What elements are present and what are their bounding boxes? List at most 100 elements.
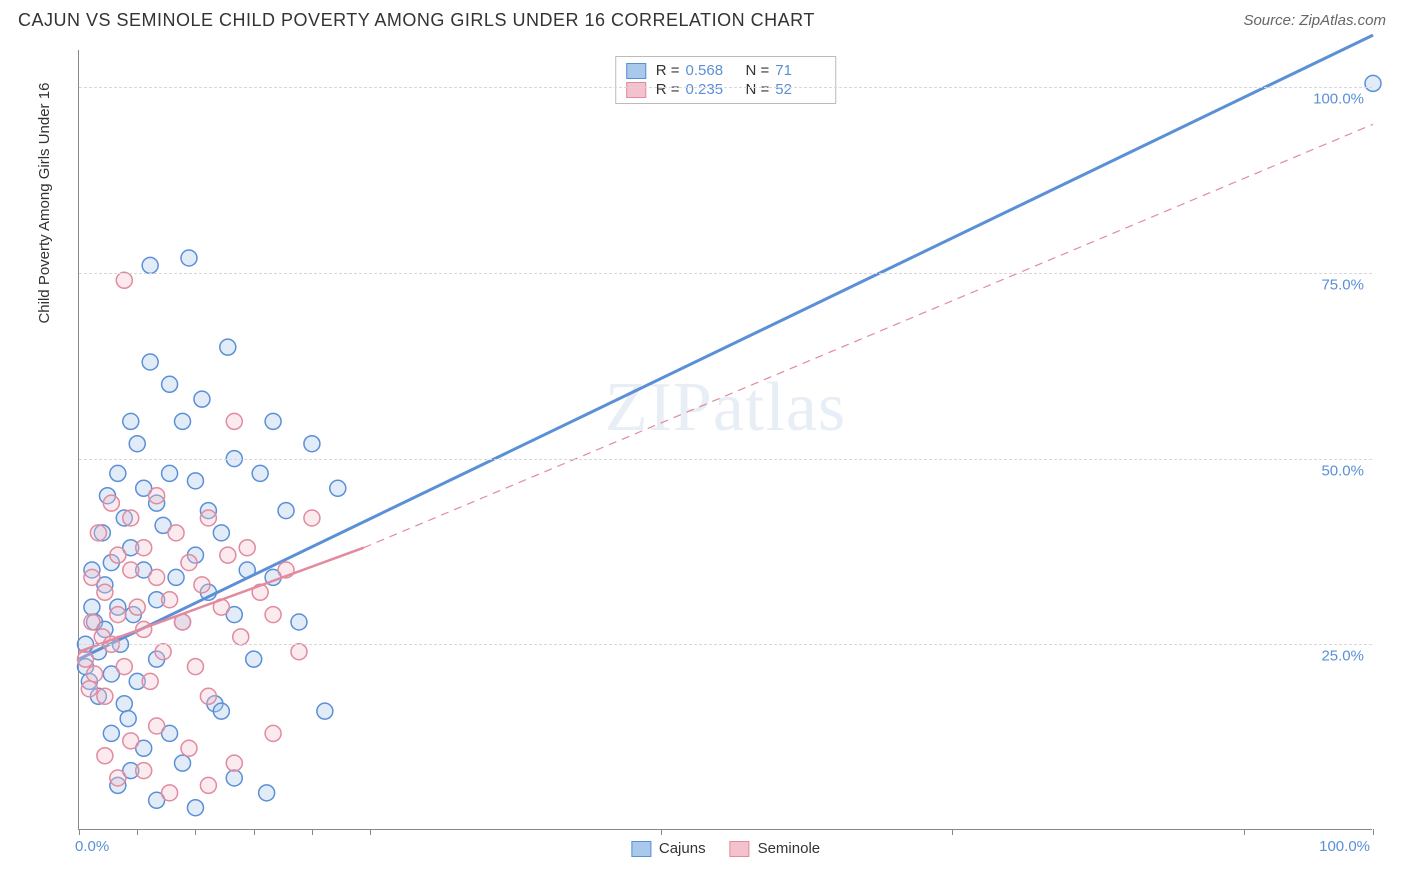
y-tick-label: 100.0% [1313,91,1364,108]
x-tick [1373,829,1374,835]
data-point [168,569,184,585]
x-tick [195,829,196,835]
data-point [175,413,191,429]
data-point [226,770,242,786]
legend-stats-row: R = 0.235 N = 52 [626,80,826,99]
data-point [304,510,320,526]
legend-stats-row: R = 0.568 N = 71 [626,61,826,80]
data-point [175,755,191,771]
x-tick [254,829,255,835]
y-tick-label: 50.0% [1321,462,1364,479]
x-tick [79,829,80,835]
data-point [220,547,236,563]
data-point [142,257,158,273]
stat-n-label: N = [746,81,770,98]
data-point [87,666,103,682]
data-point [162,465,178,481]
bottom-legend: Cajuns Seminole [631,840,820,857]
x-tick [312,829,313,835]
data-point [142,673,158,689]
gridline [79,273,1372,274]
chart-title: CAJUN VS SEMINOLE CHILD POVERTY AMONG GI… [18,10,815,31]
data-point [239,540,255,556]
x-tick [661,829,662,835]
y-tick-label: 25.0% [1321,648,1364,665]
data-point [265,413,281,429]
data-point [84,599,100,615]
data-point [123,510,139,526]
x-label-right: 100.0% [1319,838,1370,855]
chart-svg [79,50,1372,829]
data-point [110,607,126,623]
data-point [162,785,178,801]
data-point [77,651,93,667]
data-point [110,770,126,786]
data-point [116,272,132,288]
data-point [123,413,139,429]
data-point [233,629,249,645]
data-point [129,599,145,615]
data-point [187,659,203,675]
data-point [181,250,197,266]
trend-extrapolation [364,124,1373,547]
stat-n-value: 52 [775,81,825,98]
data-point [120,711,136,727]
data-point [317,703,333,719]
stat-r-value: 0.568 [686,62,736,79]
data-point [116,696,132,712]
stat-r-label: R = [656,81,680,98]
stat-n-label: N = [746,62,770,79]
stat-n-value: 71 [775,62,825,79]
data-point [194,577,210,593]
data-point [162,592,178,608]
data-point [81,681,97,697]
data-point [291,614,307,630]
data-point [123,562,139,578]
data-point [103,725,119,741]
chart-container: Child Poverty Among Girls Under 16 ZIPat… [48,44,1388,864]
data-point [265,607,281,623]
data-point [181,740,197,756]
data-point [136,540,152,556]
y-axis-title: Child Poverty Among Girls Under 16 [36,83,53,324]
data-point [226,755,242,771]
data-point [200,688,216,704]
data-point [213,703,229,719]
data-point [136,763,152,779]
trend-line [79,35,1373,659]
data-point [142,354,158,370]
data-point [220,339,236,355]
x-tick [952,829,953,835]
data-point [162,376,178,392]
gridline [79,644,1372,645]
legend-swatch [626,82,646,98]
data-point [149,718,165,734]
data-point [187,800,203,816]
legend-swatch [626,63,646,79]
stat-r-value: 0.235 [686,81,736,98]
data-point [265,725,281,741]
x-tick [137,829,138,835]
data-point [149,569,165,585]
data-point [194,391,210,407]
data-point [259,785,275,801]
source-label: Source: ZipAtlas.com [1243,12,1386,29]
plot-area: ZIPatlas R =0.568N =71R =0.235N =52 Caju… [78,50,1372,830]
data-point [330,480,346,496]
legend-item: Seminole [730,840,821,857]
legend-swatch [730,841,750,857]
data-point [129,436,145,452]
data-point [116,659,132,675]
stat-r-label: R = [656,62,680,79]
data-point [110,465,126,481]
x-tick [370,829,371,835]
data-point [304,436,320,452]
data-point [97,584,113,600]
header: CAJUN VS SEMINOLE CHILD POVERTY AMONG GI… [0,0,1406,36]
gridline [79,459,1372,460]
legend-item: Cajuns [631,840,706,857]
data-point [84,614,100,630]
legend-label: Cajuns [659,840,706,857]
data-point [123,733,139,749]
data-point [1365,75,1381,91]
